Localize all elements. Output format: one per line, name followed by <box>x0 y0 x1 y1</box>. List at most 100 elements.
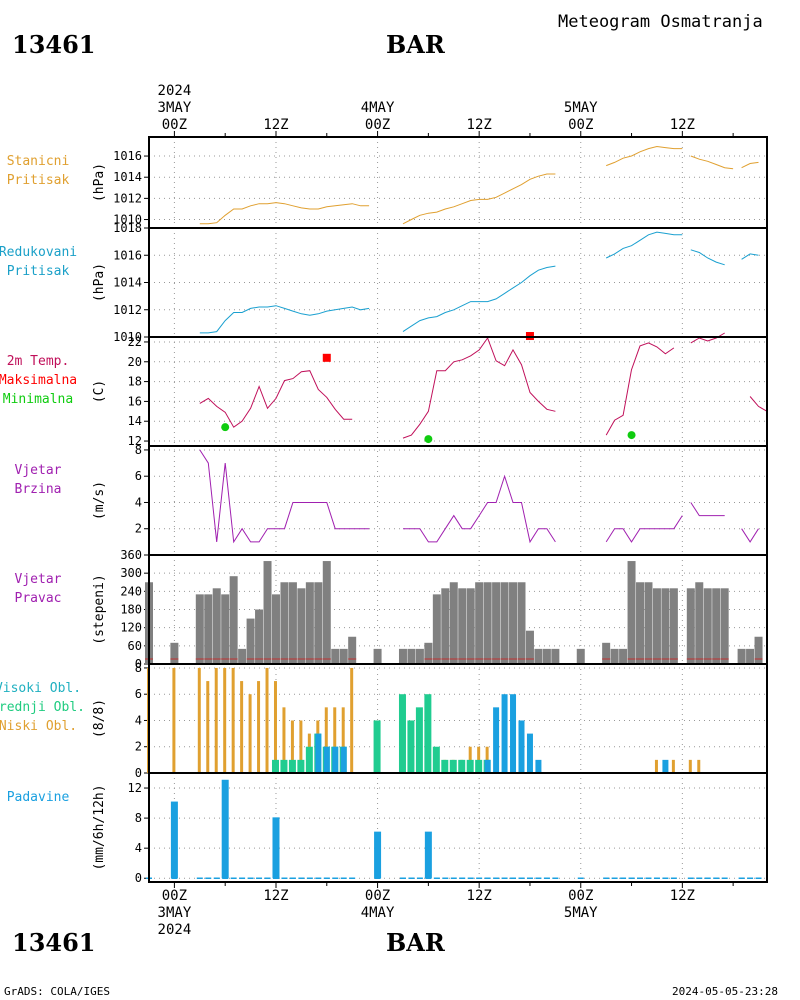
wind_speed-series-line <box>741 528 759 543</box>
wind-direction-bar <box>627 561 636 664</box>
station-id-top: 13461 <box>12 30 96 59</box>
temperature-series-line <box>199 370 353 428</box>
wind-direction-bar <box>229 576 238 664</box>
bottom-time-label: 12Z <box>263 888 288 904</box>
cloud-low-bar <box>214 667 218 773</box>
cloud-high-bar <box>323 746 330 773</box>
temperature-label-2: Minimalna <box>3 392 73 407</box>
reduced_pressure-series-line <box>402 265 556 333</box>
wind-direction-bar <box>246 618 255 664</box>
wind_speed-ytick-label: 2 <box>135 522 142 536</box>
temperature-label-1: Maksimalna <box>0 373 77 388</box>
wind-direction-bar <box>492 582 501 664</box>
cloud-high-bar <box>501 694 508 773</box>
wind-direction-bar <box>170 642 179 664</box>
wind-direction-bar <box>263 561 272 664</box>
reduced_pressure-label-1: Pritisak <box>7 264 70 279</box>
wind_speed-label-1: Brzina <box>15 482 62 497</box>
bottom-time-label: 00Z <box>365 888 390 904</box>
wind-direction-bar <box>619 648 628 664</box>
wind_speed-ylabel: (m/s) <box>92 481 107 520</box>
bottom-time-label: 2024 <box>158 922 192 938</box>
station_pressure-frame <box>148 136 768 229</box>
cloud_cover-label-2: Niski Obl. <box>0 719 77 734</box>
tmax-point <box>322 353 331 362</box>
wind_speed-frame <box>148 445 768 556</box>
temperature-ylabel: (C) <box>92 380 107 403</box>
wind-direction-bar <box>466 588 475 664</box>
wind_speed-series-line <box>605 515 683 543</box>
footer-timestamp: 2024-05-05-23:28 <box>672 985 778 998</box>
cloud-low-bar <box>248 694 252 773</box>
wind_speed-series-line <box>403 474 556 544</box>
temperature-ytick-label: 22 <box>128 335 142 349</box>
tmin-point <box>627 431 636 440</box>
wind-direction-bar <box>483 582 492 664</box>
cloud-high-bar <box>340 746 347 773</box>
wind_direction-ytick-label: 60 <box>128 639 142 653</box>
cloud-low-bar <box>671 759 675 773</box>
station_pressure-series-line <box>199 202 370 225</box>
top-time-label: 00Z <box>162 117 187 133</box>
cloud-mid-bar <box>288 759 296 773</box>
wind-direction-bar <box>339 648 348 664</box>
cloud_cover-ytick-label: 2 <box>135 740 142 754</box>
wind-direction-bar <box>195 594 204 664</box>
cloud-low-bar <box>468 746 472 773</box>
wind-direction-bar <box>288 582 297 664</box>
cloud-mid-bar <box>441 759 449 773</box>
top-time-label: 2024 <box>158 83 192 99</box>
cloud-low-bar <box>697 759 701 773</box>
wind-direction-bar <box>525 630 534 664</box>
wind-direction-bar <box>331 648 340 664</box>
cloud-low-bar <box>240 681 244 773</box>
cloud-low-bar <box>231 667 235 773</box>
wind-direction-bar <box>644 582 653 664</box>
station_pressure-ytick-label: 1014 <box>113 170 142 184</box>
wind-direction-bar <box>221 594 230 664</box>
wind-direction-bar <box>737 648 746 664</box>
station_pressure-ylabel: (hPa) <box>92 163 107 202</box>
cloud-low-bar <box>341 707 345 773</box>
reduced_pressure-ytick-label: 1016 <box>113 248 142 262</box>
cloud-mid-bar <box>297 759 305 773</box>
temperature-ytick-label: 12 <box>128 434 142 448</box>
cloud-high-bar <box>535 759 542 773</box>
wind_speed-series-line <box>690 502 725 517</box>
wind-direction-bar <box>686 588 695 664</box>
wind-direction-bar <box>652 588 661 664</box>
wind-direction-bar <box>415 648 424 664</box>
cloud-mid-bar <box>475 759 483 773</box>
cloud-low-bar <box>257 681 261 773</box>
wind_speed-series-line <box>199 449 370 544</box>
wind_speed-ytick-label: 6 <box>135 469 142 483</box>
wind-direction-bar <box>398 648 407 664</box>
bottom-time-label: 12Z <box>467 888 492 904</box>
station_pressure-series-line <box>402 173 556 225</box>
reduced_pressure-ytick-label: 1014 <box>113 276 142 290</box>
wind-direction-bar <box>432 594 441 664</box>
precipitation-ytick-label: 12 <box>128 781 142 795</box>
wind-direction-bar <box>542 648 551 664</box>
bottom-time-label: 4MAY <box>361 905 395 921</box>
station-id-bottom: 13461 <box>12 928 96 957</box>
wind-direction-bar <box>551 648 560 664</box>
cloud-low-bar <box>350 667 354 773</box>
wind-direction-bar <box>746 648 755 664</box>
wind_direction-ytick-label: 300 <box>120 566 142 580</box>
cloud_cover-ylabel: (8/8) <box>92 699 107 738</box>
precip-bar <box>424 831 432 879</box>
wind-direction-bar <box>373 648 382 664</box>
wind_direction-ytick-label: 0 <box>135 657 142 671</box>
station_pressure-label-1: Pritisak <box>7 173 70 188</box>
wind-direction-bar <box>212 588 221 664</box>
cloud-mid-bar <box>415 707 423 773</box>
precipitation-label-0: Padavine <box>7 790 70 805</box>
wind_direction-ytick-label: 180 <box>120 603 142 617</box>
wind-direction-bar <box>661 588 670 664</box>
cloud-low-bar <box>333 707 337 773</box>
cloud-low-bar <box>477 746 481 773</box>
cloud-low-bar <box>654 759 658 773</box>
station_pressure-label-0: Stanicni <box>7 154 70 169</box>
cloud-low-bar <box>197 667 201 773</box>
